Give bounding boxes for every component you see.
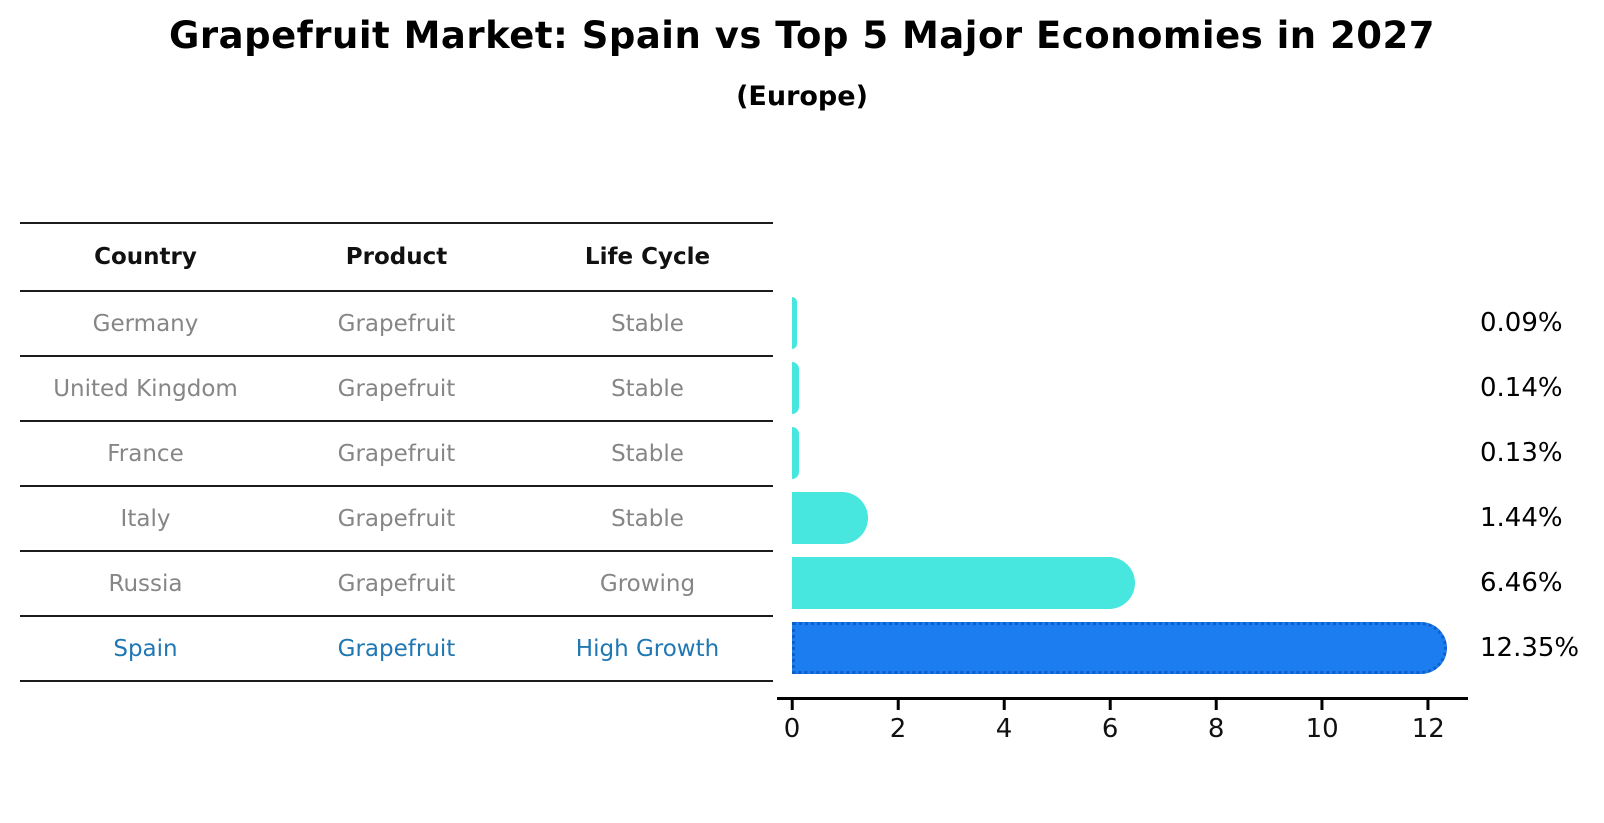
x-axis-tick-label: 2 [889,714,907,744]
value-label-france: 0.13% [1480,437,1563,468]
table-row-united-kingdom: United Kingdom Grapefruit Stable [20,357,773,420]
bar-row-france [792,420,1468,485]
header-cell-country: Country [94,244,197,270]
value-label-united-kingdom: 0.14% [1480,372,1563,403]
bar-spain [792,621,1447,674]
chart-subtitle: (Europe) [736,81,868,112]
value-label-russia: 6.46% [1480,567,1563,598]
x-axis-tick-mark [1002,700,1006,710]
x-axis-tick-label: 0 [783,714,801,744]
bar-italy [792,491,869,544]
x-axis-tick-mark [790,700,794,710]
table-header-row: Country Product Life Cycle [20,224,773,290]
x-axis: 0 2 4 6 8 10 12 [784,700,1468,755]
x-axis-tick: 12 [1412,700,1445,744]
table-divider [20,550,773,552]
cell-country: France [107,440,184,467]
bar-united-kingdom [792,361,800,414]
cell-country: Germany [92,310,199,337]
x-axis-tick-mark [1108,700,1112,710]
bar-russia [792,556,1135,609]
x-axis-tick: 8 [1207,700,1225,744]
cell-country: United Kingdom [53,375,238,402]
table-row-russia: Russia Grapefruit Growing [20,552,773,615]
bar-row-russia [792,550,1468,615]
table-divider [20,680,773,682]
cell-product: Grapefruit [337,440,456,467]
cell-life-cycle: Stable [611,505,684,532]
table-row-spain: Spain Grapefruit High Growth [20,617,773,680]
cell-product: Grapefruit [337,310,456,337]
table-divider [20,420,773,422]
table-divider [20,355,773,357]
bar-row-spain [792,615,1468,680]
cell-life-cycle: High Growth [575,635,720,662]
cell-product: Grapefruit [337,505,456,532]
cell-product: Grapefruit [337,635,456,662]
x-axis-tick: 6 [1101,700,1119,744]
table-divider [20,290,773,292]
header-cell-life-cycle: Life Cycle [584,244,711,270]
value-label-germany: 0.09% [1480,307,1563,338]
x-axis-tick-mark [1214,700,1218,710]
table-divider [20,485,773,487]
chart-title: Grapefruit Market: Spain vs Top 5 Major … [169,14,1435,57]
x-axis-tick-label: 4 [995,714,1013,744]
header-cell-product: Product [345,244,448,270]
x-axis-tick-mark [1320,700,1324,710]
bar-plot [792,290,1468,680]
country-table: Country Product Life Cycle Germany Grape… [20,222,773,682]
x-axis-tick-label: 8 [1207,714,1225,744]
cell-life-cycle: Growing [599,570,696,597]
table-divider [20,615,773,617]
x-axis-tick: 10 [1306,700,1339,744]
cell-product: Grapefruit [337,570,456,597]
bar-france [792,426,799,479]
table-row-france: France Grapefruit Stable [20,422,773,485]
x-axis-tick-label: 10 [1305,714,1339,744]
x-axis-tick: 4 [995,700,1013,744]
table-row-germany: Germany Grapefruit Stable [20,292,773,355]
cell-country: Italy [120,505,171,532]
x-axis-line [777,697,1468,700]
bar-row-united-kingdom [792,355,1468,420]
cell-life-cycle: Stable [611,440,684,467]
cell-country: Russia [108,570,183,597]
table-row-italy: Italy Grapefruit Stable [20,487,773,550]
cell-life-cycle: Stable [611,375,684,402]
x-axis-tick-label: 6 [1101,714,1119,744]
cell-country: Spain [113,635,178,662]
x-axis-tick: 2 [889,700,907,744]
x-axis-tick-mark [1426,700,1430,710]
value-label-italy: 1.44% [1480,502,1563,533]
bar-row-germany [792,290,1468,355]
x-axis-tick-mark [896,700,900,710]
bar-germany [792,296,797,349]
bar-row-italy [792,485,1468,550]
table-divider [20,222,773,224]
x-axis-tick: 0 [783,700,801,744]
cell-product: Grapefruit [337,375,456,402]
cell-life-cycle: Stable [611,310,684,337]
bar-value-labels: 0.09% 0.14% 0.13% 1.44% 6.46% 12.35% [1480,290,1579,680]
value-label-spain: 12.35% [1480,632,1580,663]
x-axis-tick-label: 12 [1411,714,1445,744]
